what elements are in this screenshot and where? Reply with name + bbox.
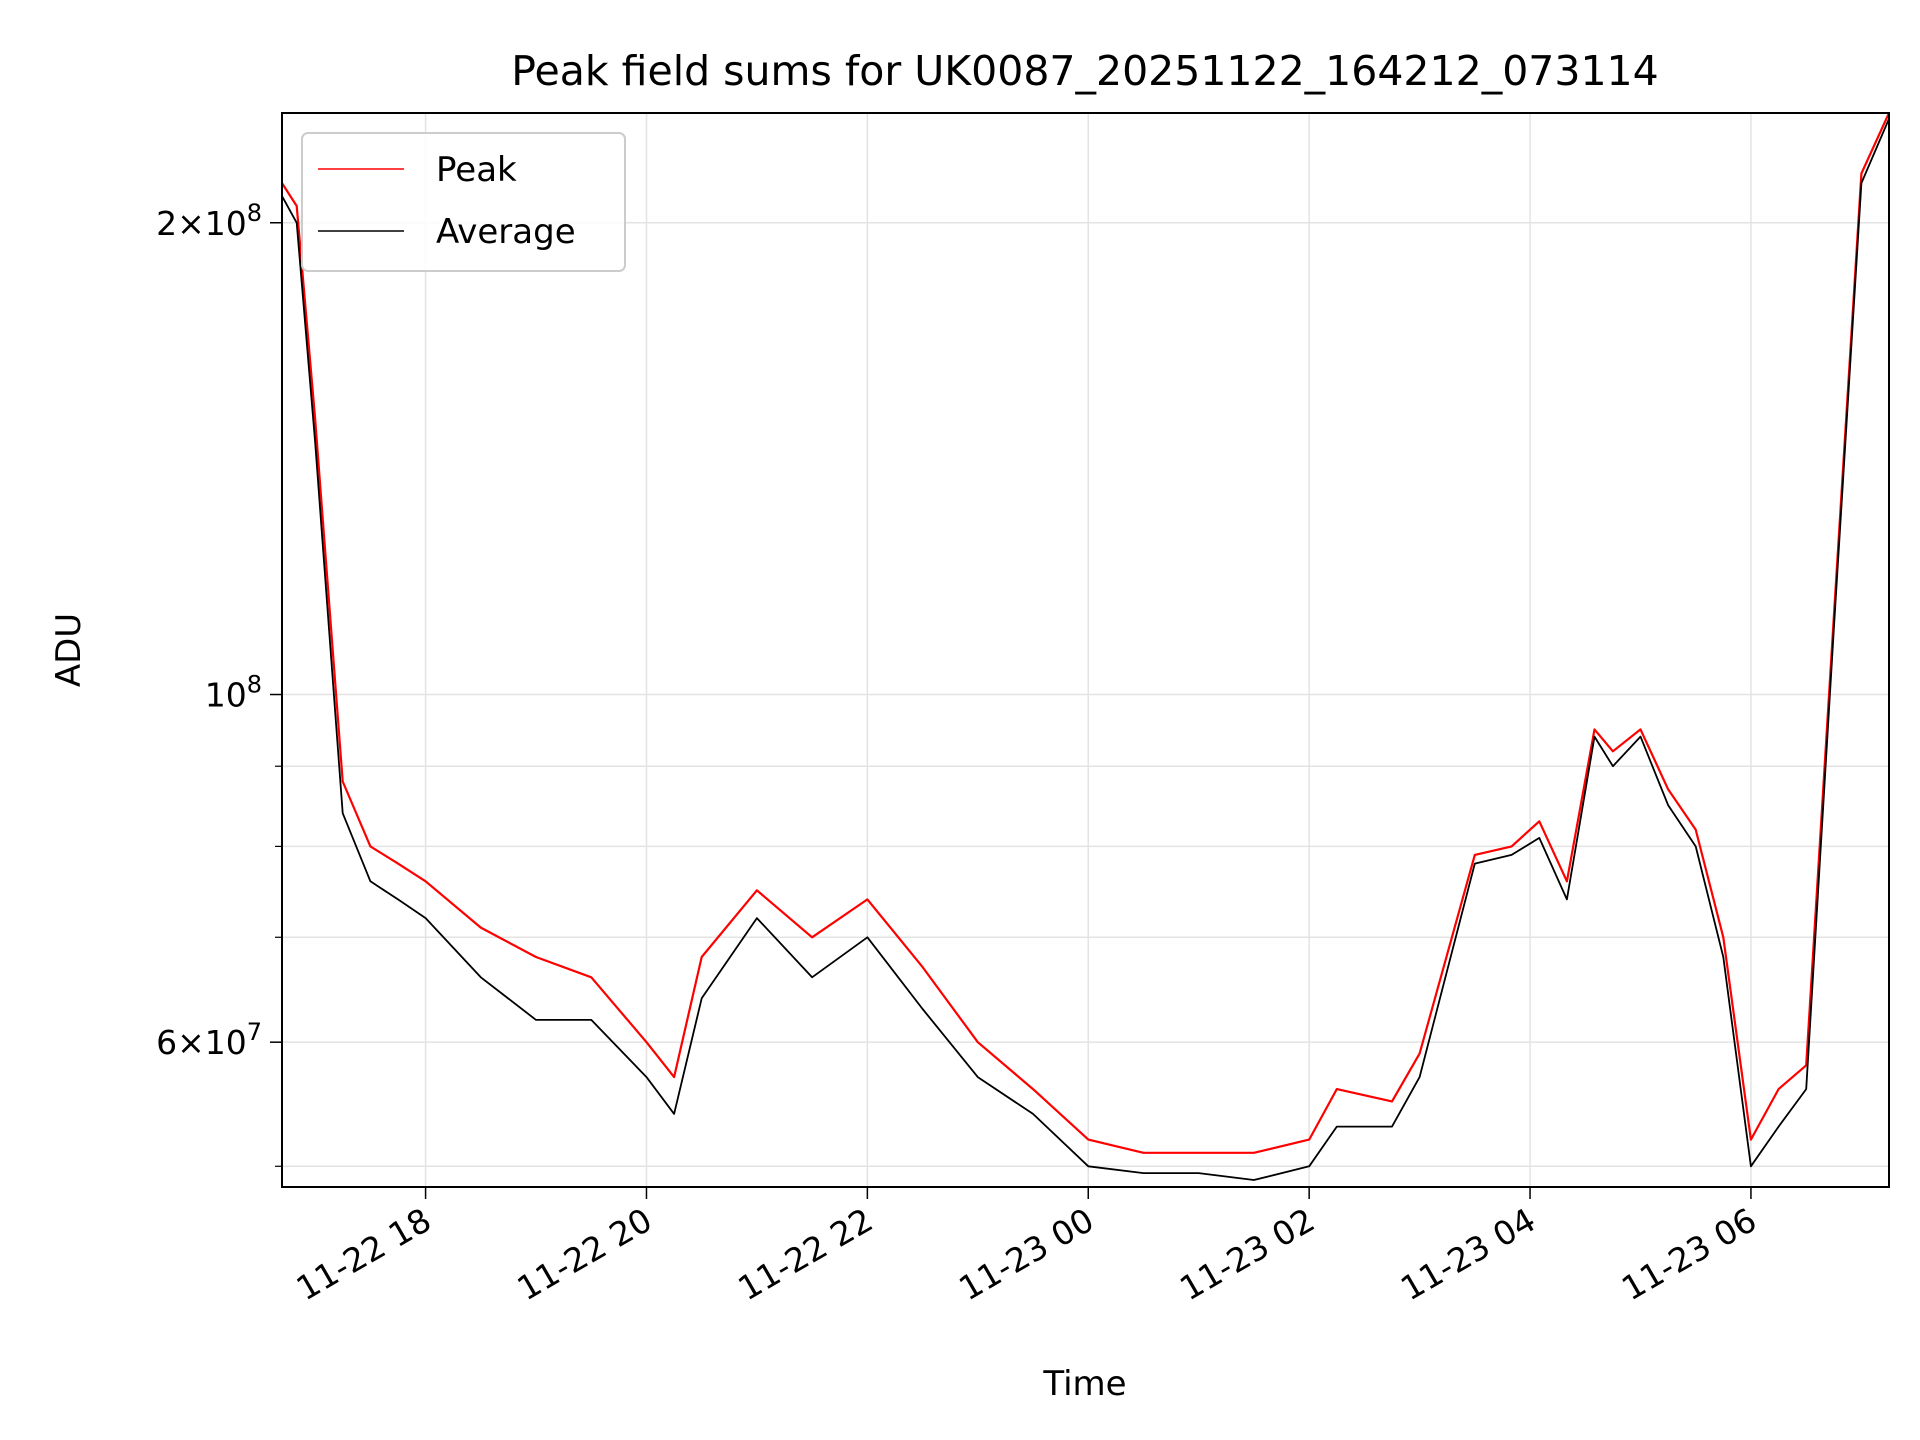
y-tick-label: 6×107 <box>156 1018 262 1062</box>
series-line-average <box>281 118 1890 1181</box>
legend-label-peak: Peak <box>436 150 517 190</box>
y-axis-label: ADU <box>49 613 89 687</box>
series-line-peak <box>281 112 1891 1154</box>
x-axis-label: Time <box>1042 1364 1126 1404</box>
y-tick-label: 2×108 <box>156 199 262 243</box>
chart-title: Peak field sums for UK0087_20251122_1642… <box>511 47 1658 95</box>
legend-label-average: Average <box>436 212 576 252</box>
series-layer <box>281 112 1891 1181</box>
legend: Peak Average <box>301 132 626 272</box>
plot-frame <box>281 112 1890 1188</box>
y-tick-label: 108 <box>205 671 262 715</box>
legend-box <box>301 132 626 272</box>
grid-layer <box>282 113 1889 1187</box>
